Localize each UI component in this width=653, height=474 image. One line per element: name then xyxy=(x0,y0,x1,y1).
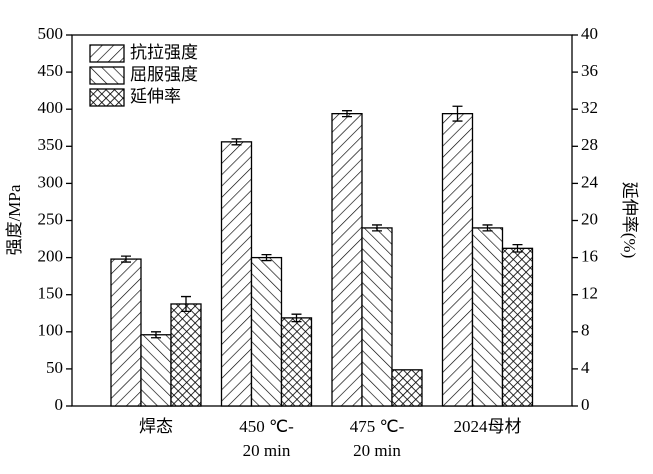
bar xyxy=(391,369,423,407)
error-bar xyxy=(121,255,131,263)
y2-tick-label: 40 xyxy=(581,24,598,43)
bar xyxy=(280,317,313,407)
bar xyxy=(110,258,142,407)
x-tick-label: 20 min xyxy=(243,441,291,460)
y-tick-label: 400 xyxy=(38,98,64,117)
bar xyxy=(250,256,283,407)
y-tick-label: 350 xyxy=(38,135,64,154)
error-bar xyxy=(151,331,161,339)
y-tick-label: 200 xyxy=(38,247,64,266)
x-tick-label: 475 ℃- xyxy=(350,417,405,436)
x-tick-label: 20 min xyxy=(353,441,401,460)
y-axis-label: 强度/MPa xyxy=(5,184,24,255)
y2-tick-label: 20 xyxy=(581,209,598,228)
legend-swatch xyxy=(89,66,125,85)
y2-tick-label: 32 xyxy=(581,98,598,117)
bar xyxy=(220,141,253,407)
legend-label: 延伸率 xyxy=(130,87,181,106)
bar xyxy=(140,334,172,407)
error-bar xyxy=(231,138,242,146)
legend-swatch xyxy=(89,88,125,107)
y-tick-label: 150 xyxy=(38,284,64,303)
x-tick-label: 焊态 xyxy=(139,417,173,436)
y-tick-label: 50 xyxy=(46,358,63,377)
error-bar xyxy=(181,295,191,313)
bar xyxy=(441,113,474,407)
error-bar xyxy=(512,243,523,253)
y-tick-label: 300 xyxy=(38,172,64,191)
y-tick-label: 250 xyxy=(38,209,64,228)
y2-tick-label: 16 xyxy=(581,247,598,266)
bar xyxy=(331,113,363,407)
error-bar xyxy=(342,110,352,118)
error-bar xyxy=(452,105,463,122)
bar xyxy=(471,227,504,407)
y2-tick-label: 12 xyxy=(581,284,598,303)
x-tick-label: 2024母材 xyxy=(454,417,522,436)
y-tick-label: 100 xyxy=(38,321,64,340)
bar xyxy=(501,247,534,407)
y2-tick-label: 8 xyxy=(581,321,590,340)
bar xyxy=(361,227,393,407)
legend-label: 抗拉强度 xyxy=(130,43,198,62)
y2-tick-label: 24 xyxy=(581,172,599,191)
y2-tick-label: 36 xyxy=(581,61,598,80)
y-tick-label: 500 xyxy=(38,24,64,43)
error-bar xyxy=(261,253,272,262)
y2-tick-label: 0 xyxy=(581,395,590,414)
bar xyxy=(170,303,202,407)
error-bar xyxy=(372,224,382,232)
y2-tick-label: 4 xyxy=(581,358,590,377)
legend-swatch xyxy=(89,44,125,63)
x-tick-label: 450 ℃- xyxy=(239,417,294,436)
y2-axis-label: 延伸率(%) xyxy=(620,182,639,258)
y2-tick-label: 28 xyxy=(581,135,598,154)
y-tick-label: 450 xyxy=(38,61,64,80)
error-bar xyxy=(291,313,302,323)
y-tick-label: 0 xyxy=(55,395,64,414)
legend-label: 屈服强度 xyxy=(130,65,198,84)
error-bar xyxy=(482,224,493,232)
